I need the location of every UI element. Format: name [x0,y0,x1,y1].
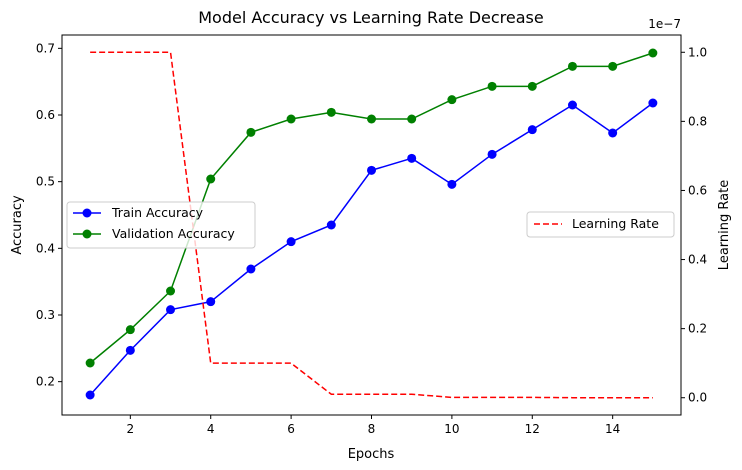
series-learning-rate [90,51,653,399]
data-point-train-accuracy [648,98,658,108]
y2-tick-label: 0.0 [688,391,707,405]
y-axis-right: 0.0 0.2 0.4 0.6 0.8 1.0 [681,45,707,405]
y-tick-label: 0.5 [36,175,55,189]
legend-label-learning-rate: Learning Rate [572,216,659,231]
data-point-validation-accuracy [447,95,457,105]
y-tick-label: 0.7 [36,41,55,55]
y2-tick-label: 0.4 [688,253,707,267]
data-point-validation-accuracy [246,127,256,137]
data-point-train-accuracy [608,128,618,138]
legend-marker-validation [82,229,92,239]
data-point-train-accuracy [367,165,376,175]
legend-learning-rate: Learning Rate [526,211,675,238]
y-tick-label: 0.2 [36,375,55,389]
data-point-validation-accuracy [286,114,296,124]
legend-label-train: Train Accuracy [111,205,204,220]
data-point-train-accuracy [407,153,417,163]
y-axis-left: 0.2 0.3 0.4 0.5 0.6 0.7 [36,41,62,389]
data-point-validation-accuracy [487,81,497,91]
data-point-train-accuracy [447,179,457,189]
y-tick-label: 0.6 [36,108,55,122]
x-tick-label: 4 [207,422,215,436]
data-point-validation-accuracy [125,325,135,335]
data-point-validation-accuracy [608,61,618,71]
legend-label-validation: Validation Accuracy [112,226,235,241]
x-tick-label: 2 [127,422,135,436]
data-point-train-accuracy [567,100,577,110]
y2-offset-label: 1e−7 [648,17,681,31]
data-point-validation-accuracy [166,286,176,296]
data-point-validation-accuracy [648,48,658,58]
legend-accuracy: Train Accuracy Validation Accuracy [66,201,256,249]
y2-tick-label: 0.6 [688,183,707,197]
x-tick-label: 8 [368,422,376,436]
series-train-accuracy [85,98,658,400]
data-point-train-accuracy [85,390,95,400]
data-point-validation-accuracy [567,61,577,71]
data-point-train-accuracy [166,305,176,315]
data-point-train-accuracy [286,237,296,247]
data-point-validation-accuracy [206,174,216,184]
data-point-train-accuracy [206,297,216,307]
y-tick-label: 0.3 [36,308,55,322]
x-tick-label: 10 [444,422,459,436]
series-line-train-accuracy [89,102,654,396]
data-point-train-accuracy [527,125,537,135]
x-axis: 2 4 6 8 10 12 14 [127,415,620,436]
plot-area [85,48,658,400]
legend-marker-train [82,208,92,218]
y2-tick-label: 0.8 [688,114,707,128]
series-validation-accuracy [85,48,658,368]
data-point-train-accuracy [246,264,256,274]
y-axis-label: Accuracy [10,195,25,255]
data-point-validation-accuracy [326,107,336,117]
x-tick-label: 6 [287,422,295,436]
data-point-validation-accuracy [527,81,537,91]
y-tick-label: 0.4 [36,241,55,255]
data-point-train-accuracy [487,149,497,159]
y2-axis-label: Learning Rate [717,180,732,270]
data-point-train-accuracy [326,220,336,230]
series-line-learning-rate [90,51,653,399]
x-axis-label: Epochs [348,447,395,462]
y2-tick-label: 1.0 [688,45,707,59]
x-tick-label: 12 [525,422,540,436]
data-point-validation-accuracy [85,358,95,368]
chart-title: Model Accuracy vs Learning Rate Decrease [198,8,543,27]
data-point-validation-accuracy [407,114,417,124]
data-point-validation-accuracy [367,114,376,124]
x-tick-label: 14 [605,422,620,436]
data-point-train-accuracy [125,345,135,355]
y2-tick-label: 0.2 [688,322,707,336]
